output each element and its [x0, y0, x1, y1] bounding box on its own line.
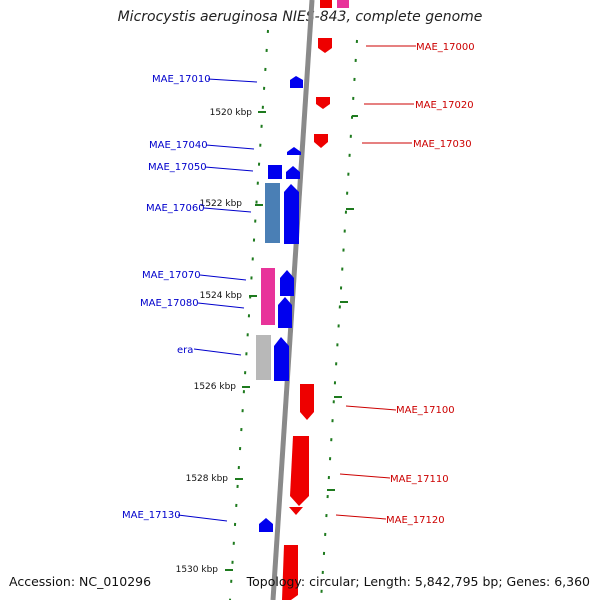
kbp-tick-1522: 1522 kbp — [200, 199, 263, 209]
reverse-genes — [282, 0, 349, 600]
gene-mae-17120[interactable] — [289, 507, 303, 515]
gene-label-mae-17130[interactable]: MAE_17130 — [122, 510, 181, 521]
accession-text: Accession: NC_010296 — [9, 574, 152, 589]
topology-text: Topology: circular; Length: 5,842,795 bp… — [246, 574, 590, 589]
kbp-tick-1530: 1530 kbp — [176, 565, 233, 575]
gene-label-mae-17050[interactable]: MAE_17050 — [148, 162, 207, 173]
gene-mae-17050-a[interactable] — [268, 165, 282, 179]
gene-mae-17130[interactable] — [259, 518, 273, 532]
gene-label-mae-17060[interactable]: MAE_17060 — [146, 203, 205, 214]
gene-label-mae-17040[interactable]: MAE_17040 — [149, 140, 208, 151]
kbp-tick-1524: 1524 kbp — [200, 291, 257, 301]
gene-era-b[interactable] — [274, 337, 289, 381]
inner-dotted-track — [229, 29, 269, 600]
gene-label-mae-17070[interactable]: MAE_17070 — [142, 270, 201, 281]
gene-mae-17030[interactable] — [314, 134, 328, 148]
gene-mae-17060-b[interactable] — [284, 184, 299, 244]
gene-label-era[interactable]: era — [177, 345, 193, 356]
gene-mae-17050-b[interactable] — [286, 166, 300, 179]
gene-mae-17060-a[interactable] — [265, 183, 280, 243]
kbp-tick-label: 1526 kbp — [194, 382, 237, 392]
gene-mae-17070-a[interactable] — [261, 268, 275, 325]
kbp-tick-1526: 1526 kbp — [194, 382, 250, 392]
kbp-tick-1528: 1528 kbp — [186, 474, 243, 484]
gene-label-mae-17000[interactable]: MAE_17000 — [416, 42, 475, 53]
gene-label-mae-17120[interactable]: MAE_17120 — [386, 515, 445, 526]
gene-label-mae-17080[interactable]: MAE_17080 — [140, 298, 199, 309]
gene-mae-17010[interactable] — [290, 76, 303, 88]
gene-mae-17100[interactable] — [300, 384, 314, 420]
gene-label-mae-17100[interactable]: MAE_17100 — [396, 405, 455, 416]
gene-mae-17020[interactable] — [316, 97, 330, 109]
left-gene-labels: MAE_17010 MAE_17040 MAE_17050 MAE_17060 … — [122, 74, 211, 521]
gene-label-mae-17010[interactable]: MAE_17010 — [152, 74, 211, 85]
kbp-tick-label: 1520 kbp — [210, 108, 253, 118]
kbp-tick-label: 1524 kbp — [200, 291, 243, 301]
gene-top-pink[interactable] — [337, 0, 349, 8]
gene-bottom-red[interactable] — [282, 545, 298, 600]
genome-title: Microcystis aeruginosa NIES-843, complet… — [117, 9, 483, 25]
left-leader-lines — [177, 78, 258, 522]
outer-track-ticks — [327, 115, 358, 491]
gene-label-mae-17020[interactable]: MAE_17020 — [415, 100, 474, 111]
right-gene-labels: MAE_17000 MAE_17020 MAE_17030 MAE_17100 … — [386, 42, 475, 526]
gene-era-a[interactable] — [256, 335, 271, 380]
kbp-tick-1520: 1520 kbp — [210, 108, 266, 118]
right-leader-lines — [335, 45, 416, 520]
gene-mae-17070-b[interactable] — [280, 270, 294, 296]
gene-mae-17110[interactable] — [290, 436, 309, 506]
gene-top-red[interactable] — [320, 0, 332, 8]
gene-mae-17040[interactable] — [287, 147, 301, 155]
gene-label-mae-17110[interactable]: MAE_17110 — [390, 474, 449, 485]
forward-genes — [256, 76, 303, 532]
kbp-tick-label: 1528 kbp — [186, 474, 229, 484]
kbp-tick-label: 1522 kbp — [200, 199, 243, 209]
kbp-tick-label: 1530 kbp — [176, 565, 219, 575]
gene-label-mae-17030[interactable]: MAE_17030 — [413, 139, 472, 150]
gene-mae-17080[interactable] — [278, 297, 292, 328]
genome-backbone — [270, 0, 315, 600]
gene-mae-17000[interactable] — [318, 38, 332, 53]
